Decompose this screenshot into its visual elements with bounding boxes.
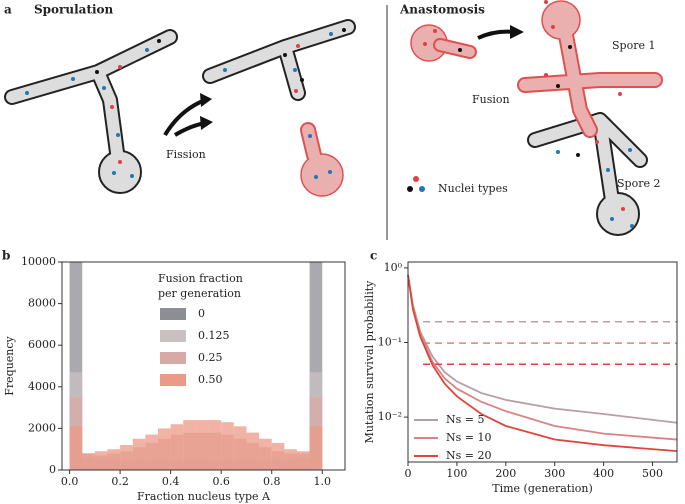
legend-swatch [160,308,186,320]
bar [296,451,310,470]
legend-label: 0 [198,307,205,320]
legend-label: Ns = 10 [446,431,491,444]
y-tick-label: 10000 [21,255,56,268]
bar [107,449,121,470]
bar [195,420,209,470]
x-tick-label: 0 [405,467,412,480]
x-tick-label: 100 [446,467,467,480]
x-tick-label: 0.0 [61,475,79,488]
bar [158,428,171,470]
bar [132,438,146,470]
bar [145,434,159,470]
x-axis-label: Fraction nucleus type A [137,490,271,503]
label: Fission [166,148,206,161]
bar [208,420,222,470]
plot-frame [61,261,346,471]
y-tick-label: 10⁰ [384,261,403,274]
x-tick-label: 1.0 [314,475,332,488]
legend-label: 0.50 [198,373,223,386]
panel-a: a Sporulation Anastomosis Fission Spore … [4,0,663,240]
y-tick-label: 10⁻¹ [378,335,402,348]
y-tick-label: 10⁻² [378,410,402,423]
x-tick-label: 300 [544,467,565,480]
line [407,275,678,452]
arrow [200,116,213,130]
bar [82,453,95,470]
x-tick-label: 500 [642,467,663,480]
legend-label: Ns = 5 [446,413,484,426]
hypha [4,0,663,236]
y-axis-label: Mutation survival probability [363,280,376,444]
bar [221,422,234,470]
legend-swatch [160,330,186,342]
bar [246,432,260,470]
y-tick-label: 4000 [28,380,56,393]
legend-title: Fusion fraction [158,272,243,285]
legend-label: 0.25 [198,351,223,364]
x-axis-label: Time (generation) [492,482,592,495]
panel-label: b [2,249,10,263]
label: Spore 2 [617,177,660,190]
bar [94,451,108,470]
legend-title: per generation [158,287,241,300]
bar [170,424,184,470]
legend-label: Ns = 20 [446,449,491,462]
arrow [477,29,516,40]
x-tick-label: 0.6 [212,475,230,488]
x-tick-label: 200 [495,467,516,480]
y-tick-label: 8000 [28,297,56,310]
arrow [200,93,212,107]
x-tick-label: 400 [593,467,614,480]
panel-label: a [4,3,12,17]
label: Nuclei types [438,182,508,195]
arrow [173,121,206,137]
heading: Anastomosis [399,3,485,17]
y-tick-label: 0 [49,463,56,476]
bar [259,438,272,470]
x-tick-label: 0.8 [263,475,281,488]
nuclei [25,0,634,228]
bar [284,449,297,470]
label: Spore 1 [612,39,655,52]
bar [233,426,247,470]
bar [69,426,83,470]
heading: Sporulation [34,3,114,17]
plot-frame [407,261,678,463]
label: Fusion [472,93,510,106]
bar [183,420,196,470]
panel-label: c [370,249,377,263]
legend-swatch [160,374,186,386]
legend-label: 0.125 [198,329,230,342]
bar [120,445,133,470]
x-tick-label: 0.4 [162,475,180,488]
x-tick-label: 0.2 [111,475,129,488]
bar [271,442,285,470]
y-tick-label: 6000 [28,338,56,351]
bar [309,426,323,470]
arrow [510,25,524,39]
y-axis-label: Frequency [3,335,16,395]
line [407,274,678,424]
legend-swatch [160,352,186,364]
y-tick-label: 2000 [28,421,56,434]
